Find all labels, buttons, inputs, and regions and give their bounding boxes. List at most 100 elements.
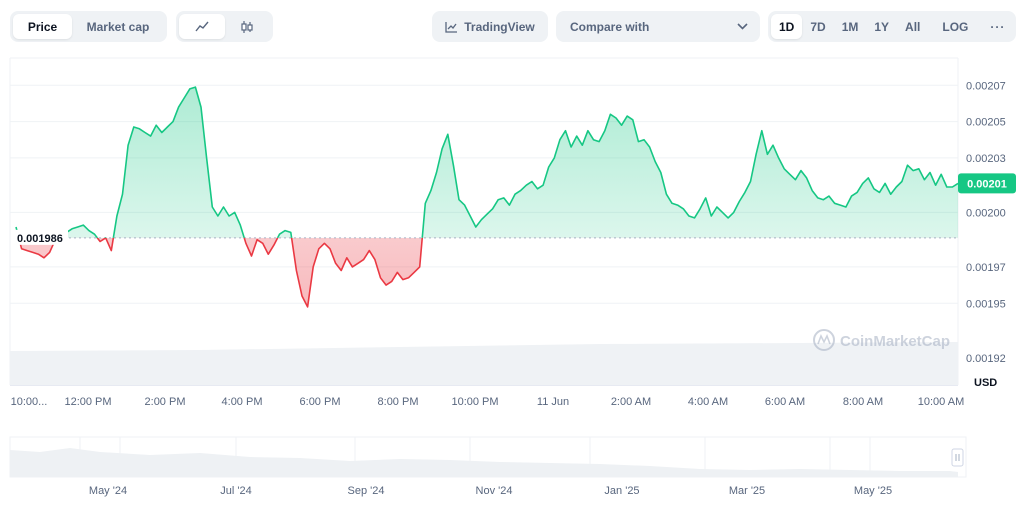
data-point — [788, 172, 792, 176]
data-point — [805, 176, 809, 180]
data-point — [193, 85, 197, 89]
data-point — [14, 225, 18, 229]
data-point — [575, 134, 579, 138]
data-point — [440, 147, 444, 151]
price-tab[interactable]: Price — [13, 14, 72, 39]
data-point — [446, 132, 450, 136]
data-point — [182, 96, 186, 100]
tradingview-button[interactable]: TradingView — [432, 11, 548, 42]
x-tick-label: 6:00 PM — [300, 396, 341, 408]
baseline-label: 0.001986 — [17, 233, 63, 245]
data-point — [126, 143, 130, 147]
data-point — [580, 143, 584, 147]
data-point — [614, 116, 618, 120]
data-point — [569, 145, 573, 149]
x-tick-label: 10:00 PM — [451, 396, 498, 408]
data-point — [154, 123, 158, 127]
data-point — [507, 203, 511, 207]
data-point — [850, 194, 854, 198]
data-point — [541, 183, 545, 187]
data-point — [322, 241, 326, 245]
data-point — [76, 225, 80, 229]
overview-x-label: Jan '25 — [604, 485, 639, 497]
data-point — [530, 180, 534, 184]
data-point — [367, 249, 371, 253]
data-point — [222, 205, 226, 209]
range-7d[interactable]: 7D — [810, 19, 826, 34]
data-point — [928, 171, 932, 175]
x-tick-label: 2:00 AM — [611, 396, 651, 408]
log-scale-button[interactable]: LOG — [942, 19, 969, 34]
range-1y[interactable]: 1Y — [874, 19, 890, 34]
data-point — [188, 87, 192, 91]
cmc-watermark-text: CoinMarketCap — [840, 333, 950, 350]
data-point — [636, 140, 640, 144]
y-tick-label: 0.00195 — [966, 298, 1006, 310]
data-point — [894, 185, 898, 189]
data-point — [906, 163, 910, 167]
data-point — [317, 247, 321, 251]
line-chart-icon — [195, 21, 209, 31]
y-tick-label: 0.00200 — [966, 207, 1006, 219]
data-point — [429, 189, 433, 193]
data-point — [782, 167, 786, 171]
more-options-button[interactable]: ··· — [990, 19, 1006, 34]
data-point — [922, 178, 926, 182]
data-point — [502, 196, 506, 200]
data-point — [334, 261, 338, 265]
data-point — [216, 214, 220, 218]
candlestick-button[interactable] — [225, 14, 271, 39]
data-point — [244, 241, 248, 245]
data-point — [457, 198, 461, 202]
data-point — [934, 183, 938, 187]
data-point — [889, 192, 893, 196]
data-point — [160, 131, 164, 135]
data-point — [278, 232, 282, 236]
data-point — [653, 160, 657, 164]
chevron-down-icon — [737, 23, 748, 30]
data-point — [749, 180, 753, 184]
data-point — [631, 118, 635, 122]
range-all[interactable]: All — [905, 19, 921, 34]
data-point — [917, 167, 921, 171]
data-point — [238, 223, 242, 227]
market-cap-tab[interactable]: Market cap — [86, 19, 150, 34]
range-1d[interactable]: 1D — [771, 14, 803, 39]
data-point — [715, 205, 719, 209]
data-point — [704, 196, 708, 200]
cmc-logo-icon — [813, 329, 835, 351]
data-point — [407, 276, 411, 280]
data-point — [345, 256, 349, 260]
data-point — [793, 178, 797, 182]
data-point — [564, 129, 568, 133]
data-point — [709, 214, 713, 218]
data-point — [289, 230, 293, 234]
chart-style-toggle — [176, 11, 273, 42]
x-tick-label: 4:00 AM — [688, 396, 728, 408]
data-point — [771, 143, 775, 147]
data-point — [608, 112, 612, 116]
data-point — [25, 249, 29, 253]
overview-area — [10, 448, 958, 477]
data-point — [698, 207, 702, 211]
y-tick-label: 0.00192 — [966, 353, 1006, 365]
data-point — [227, 214, 231, 218]
data-point — [833, 201, 837, 205]
data-point — [373, 258, 377, 262]
line-chart-button[interactable] — [179, 14, 225, 39]
data-point — [137, 127, 141, 131]
data-point — [855, 190, 859, 194]
data-point — [143, 131, 147, 135]
range-1m[interactable]: 1M — [841, 19, 859, 34]
compare-with-dropdown[interactable]: Compare with — [556, 11, 760, 42]
data-point — [597, 140, 601, 144]
data-point — [844, 205, 848, 209]
time-range-selector: 1D 7D 1M 1Y All LOG ··· — [768, 11, 1016, 42]
data-point — [339, 269, 343, 273]
data-point — [132, 125, 136, 129]
x-tick-label: 12:00 PM — [64, 396, 111, 408]
data-point — [294, 269, 298, 273]
x-tick-label: 10:00... — [11, 396, 48, 408]
data-point — [670, 201, 674, 205]
